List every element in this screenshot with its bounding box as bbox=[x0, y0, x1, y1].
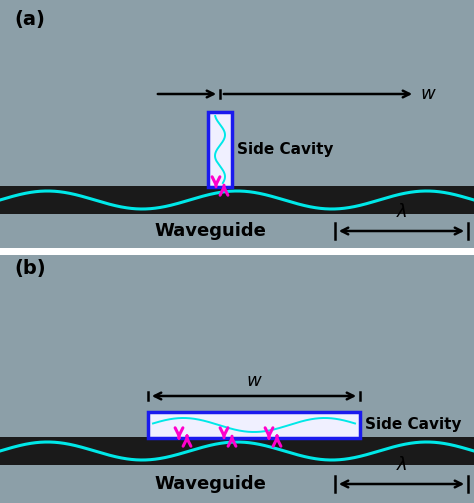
Bar bbox=[0, 437, 474, 465]
Bar bbox=[0, 0, 474, 248]
Text: (b): (b) bbox=[14, 259, 46, 278]
Bar bbox=[208, 112, 232, 187]
Text: $\lambda$: $\lambda$ bbox=[396, 203, 407, 221]
Text: $\lambda$: $\lambda$ bbox=[396, 456, 407, 474]
Text: $w$: $w$ bbox=[246, 372, 263, 390]
Bar bbox=[0, 255, 474, 503]
Text: (a): (a) bbox=[14, 10, 45, 29]
Bar bbox=[0, 214, 474, 248]
Text: Waveguide: Waveguide bbox=[154, 475, 266, 493]
Text: Waveguide: Waveguide bbox=[154, 222, 266, 240]
Bar bbox=[0, 465, 474, 503]
Bar bbox=[0, 248, 474, 255]
Text: Side Cavity: Side Cavity bbox=[237, 142, 334, 157]
Text: Side Cavity: Side Cavity bbox=[365, 417, 462, 433]
Text: $w$: $w$ bbox=[420, 85, 437, 103]
Bar bbox=[0, 186, 474, 214]
Bar bbox=[148, 412, 360, 438]
